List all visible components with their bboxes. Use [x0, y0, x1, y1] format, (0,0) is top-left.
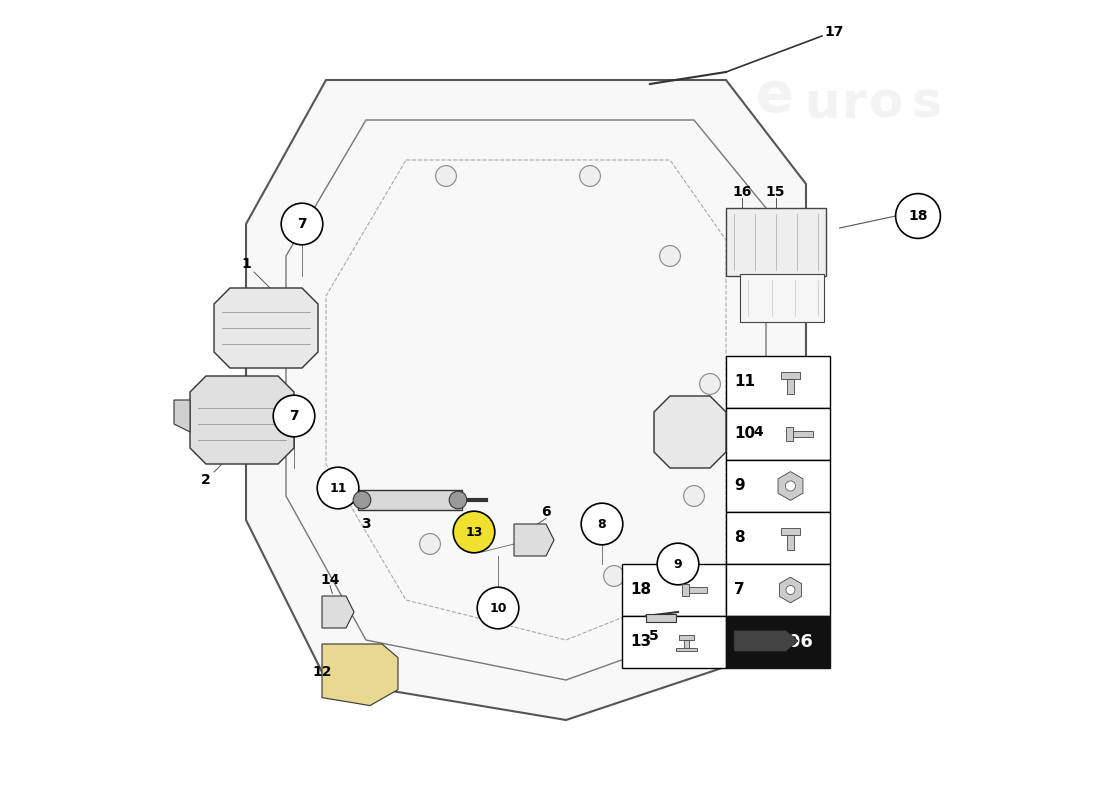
Circle shape — [785, 481, 795, 491]
Polygon shape — [654, 396, 726, 468]
Polygon shape — [322, 644, 398, 706]
Text: 5: 5 — [649, 629, 659, 643]
Polygon shape — [214, 288, 318, 368]
Polygon shape — [778, 471, 803, 501]
Bar — [358, 490, 462, 510]
Circle shape — [657, 543, 698, 585]
Text: 17: 17 — [824, 25, 844, 39]
Circle shape — [895, 194, 940, 238]
Polygon shape — [780, 577, 802, 603]
Bar — [682, 584, 689, 596]
Text: 8: 8 — [597, 518, 606, 530]
Bar — [726, 208, 826, 276]
Text: 827 06: 827 06 — [744, 633, 813, 651]
Circle shape — [683, 486, 704, 506]
Text: 7: 7 — [289, 409, 299, 423]
Text: 9: 9 — [734, 478, 745, 494]
Circle shape — [700, 374, 720, 394]
Bar — [675, 648, 697, 651]
Text: 11: 11 — [329, 482, 346, 494]
Circle shape — [580, 166, 601, 186]
Bar — [689, 587, 706, 593]
Text: 12: 12 — [312, 665, 332, 679]
Bar — [781, 528, 800, 535]
Bar — [726, 356, 830, 408]
Text: 7: 7 — [297, 217, 307, 231]
Bar — [793, 431, 813, 437]
Polygon shape — [322, 596, 354, 628]
Text: 4: 4 — [754, 425, 763, 439]
Bar — [621, 564, 726, 616]
Polygon shape — [246, 80, 806, 720]
Bar — [785, 427, 793, 441]
Circle shape — [786, 586, 795, 594]
Text: 11: 11 — [734, 374, 755, 390]
Bar — [680, 635, 693, 640]
Circle shape — [419, 534, 440, 554]
Text: e: e — [756, 69, 793, 123]
Text: 3: 3 — [361, 517, 371, 531]
Polygon shape — [514, 524, 554, 556]
Text: 14: 14 — [320, 573, 340, 587]
Text: 2: 2 — [201, 473, 211, 487]
Text: 18: 18 — [630, 582, 651, 598]
Bar — [621, 616, 726, 668]
Bar — [726, 616, 830, 668]
Bar — [788, 379, 794, 394]
Circle shape — [581, 503, 623, 545]
Text: 7: 7 — [734, 582, 745, 598]
Text: o: o — [869, 80, 903, 128]
Circle shape — [436, 166, 456, 186]
Text: 13: 13 — [465, 526, 483, 538]
Bar — [788, 535, 794, 550]
Circle shape — [453, 511, 495, 553]
Text: 8: 8 — [734, 530, 745, 546]
Text: 15: 15 — [766, 185, 785, 199]
Text: s: s — [911, 80, 940, 128]
Polygon shape — [190, 376, 294, 464]
Polygon shape — [174, 400, 190, 432]
Polygon shape — [734, 630, 798, 651]
Text: r: r — [842, 80, 867, 128]
Bar — [740, 274, 824, 322]
Text: 13: 13 — [630, 634, 651, 650]
Text: 18: 18 — [909, 209, 927, 223]
Circle shape — [353, 491, 371, 509]
Circle shape — [449, 491, 466, 509]
Circle shape — [317, 467, 359, 509]
Bar — [684, 640, 689, 649]
Bar — [726, 564, 830, 616]
Circle shape — [273, 395, 315, 437]
Text: 10: 10 — [490, 602, 507, 614]
Bar — [781, 372, 800, 379]
Circle shape — [660, 246, 681, 266]
Text: 6: 6 — [541, 505, 551, 519]
Text: 16: 16 — [733, 185, 751, 199]
Bar — [726, 408, 830, 460]
Bar — [726, 460, 830, 512]
Circle shape — [282, 203, 322, 245]
Text: 9: 9 — [673, 558, 682, 570]
Bar — [646, 614, 676, 622]
Text: u: u — [804, 80, 839, 128]
Text: a passion for many since 1963: a passion for many since 1963 — [272, 502, 637, 650]
Bar — [726, 512, 830, 564]
Circle shape — [604, 566, 625, 586]
Circle shape — [477, 587, 519, 629]
Text: 10: 10 — [734, 426, 755, 442]
Text: 1: 1 — [241, 257, 251, 271]
